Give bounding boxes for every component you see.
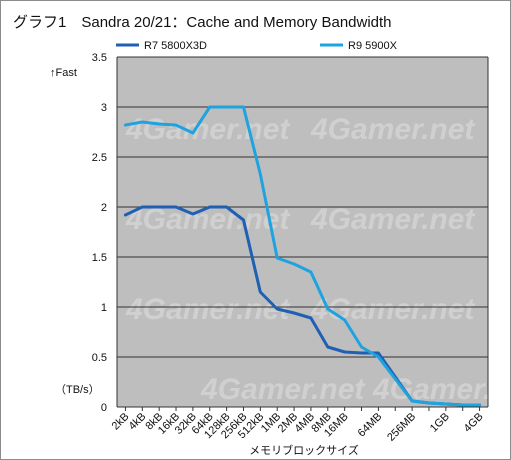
x-tick-label: 64MB <box>356 411 385 440</box>
y-axis-unit-label: （TB/s） <box>55 383 100 396</box>
x-tick-label: 1GB <box>428 411 452 435</box>
y-tick-label: 0.5 <box>92 352 107 364</box>
watermark-text: 4Gamer.net <box>310 113 476 146</box>
watermark-text: 4Gamer.net <box>125 293 291 326</box>
y-tick-label: 2.5 <box>92 152 107 164</box>
watermark-text: 4Gamer.net <box>200 373 366 406</box>
watermark-text: 4Gamer.net <box>310 293 476 326</box>
legend: R7 5800X3D R9 5900X <box>116 40 398 52</box>
x-tick-label: 4GB <box>462 411 486 435</box>
x-tick-label: 256MB <box>385 411 418 444</box>
y-axis-ticks: 0 0.5 1 1.5 2 2.5 3 3.5 <box>92 52 107 414</box>
watermark-text: 4Gamer.net <box>310 203 476 236</box>
chart-title: グラフ1 Sandra 20/21：Cache and Memory Bandw… <box>13 14 392 31</box>
legend-label-r7: R7 5800X3D <box>144 40 207 52</box>
series-lines <box>123 105 482 407</box>
y-tick-label: 1.5 <box>92 252 107 264</box>
plot-area <box>117 57 488 407</box>
y-tick-label: 2 <box>101 202 107 214</box>
y-tick-label: 0 <box>101 402 107 414</box>
y-tick-label: 3 <box>101 102 107 114</box>
x-axis-ticks: 2kB4kB8kB16kB32kB64kB128kB256kB512kB1MB2… <box>110 407 486 444</box>
y-tick-label: 1 <box>101 302 107 314</box>
watermark-text: 4Gamer.net <box>125 113 291 146</box>
y-tick-label: 3.5 <box>92 52 107 64</box>
series-line-r9-5900x <box>123 105 482 407</box>
gridlines <box>116 56 489 408</box>
legend-label-r9: R9 5900X <box>348 40 398 52</box>
y-axis-fast-label: ↑Fast <box>50 67 77 79</box>
x-axis-label: メモリブロックサイズ <box>249 443 359 457</box>
